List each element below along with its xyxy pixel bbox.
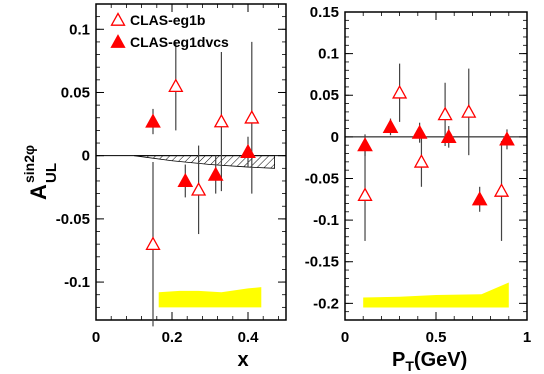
- filled-triangle-point: [207, 166, 224, 181]
- y-tick-label: -0.1: [64, 274, 90, 291]
- y-tick-label: 0: [331, 129, 339, 146]
- open-triangle-point: [213, 113, 230, 128]
- y-tick-label: -0.05: [305, 170, 339, 187]
- legend-label: CLAS-eg1b: [130, 12, 205, 28]
- x-axis-title-sub: T: [405, 358, 414, 374]
- y-tick-label: -0.2: [313, 295, 339, 312]
- open-triangle-point: [413, 153, 430, 168]
- filled-triangle-point: [357, 137, 373, 152]
- x-axis-title-unit: (GeV): [414, 349, 467, 371]
- left-plot-frame: [95, 3, 287, 321]
- y-tick-label: -0.15: [305, 254, 339, 271]
- right-panel: 0 0.5 1 -0.2 -0.15 -0.1 -0.05 0 0.05 0.1 0.15 PT(G…: [305, 4, 531, 374]
- y-tick-label: 0.15: [310, 4, 339, 21]
- filled-triangle-point: [411, 124, 428, 139]
- x-tick-label: 0: [92, 329, 100, 346]
- y-tick-label: 0.1: [69, 21, 90, 38]
- x-tick-label: 0.4: [238, 329, 260, 346]
- filled-triangle-point: [440, 128, 457, 143]
- y-axis-title-sub: UL: [43, 163, 60, 183]
- open-triangle-point: [145, 236, 161, 251]
- open-triangle-point: [493, 183, 510, 197]
- legend-open-triangle: [110, 12, 126, 26]
- filled-triangle-point: [382, 118, 399, 133]
- left-axis-labels: x AUL sin2φ: [21, 145, 249, 371]
- x-tick-label: 0.5: [426, 329, 447, 346]
- open-triangle-point: [190, 181, 207, 196]
- y-tick-label: 0: [82, 148, 90, 165]
- open-triangle-point: [391, 84, 408, 99]
- filled-triangle-point: [177, 172, 194, 188]
- x-tick-label: 1: [523, 329, 531, 346]
- x-axis-title: x: [237, 349, 248, 371]
- y-tick-label: 0.05: [310, 87, 339, 104]
- y-axis-title-main: A: [26, 184, 51, 200]
- x-tick-label: 0.2: [162, 329, 183, 346]
- open-triangle-point: [357, 187, 373, 201]
- open-triangle-point: [437, 106, 453, 121]
- filled-triangle-point: [471, 191, 488, 206]
- y-tick-label: 0.1: [318, 46, 339, 63]
- right-axis-ticks: 0 0.5 1 -0.2 -0.15 -0.1 -0.05 0 0.05 0.1 0.15: [305, 4, 531, 346]
- left-axis-ticks: 0 0.2 0.4 -0.1 -0.05 0 0.05 0.1: [56, 3, 286, 346]
- right-axis-labels: PT(GeV): [392, 349, 467, 374]
- x-axis-title: PT(GeV): [392, 349, 467, 374]
- right-data-points: [357, 63, 515, 241]
- open-triangle-point: [244, 109, 260, 124]
- open-triangle-point: [168, 78, 184, 93]
- left-bands: [133, 155, 276, 308]
- y-tick-label: -0.05: [56, 211, 90, 228]
- filled-triangle-point: [499, 131, 515, 146]
- left-data-points: [145, 41, 260, 327]
- y-axis-title-sup: sin2φ: [21, 145, 37, 183]
- y-tick-label: -0.1: [313, 212, 339, 229]
- legend-label: CLAS-eg1dvcs: [130, 34, 229, 50]
- open-triangle-point: [461, 104, 477, 118]
- x-tick-label: 0: [341, 329, 349, 346]
- x-axis-title-main: P: [392, 349, 405, 371]
- legend-filled-triangle: [110, 34, 126, 48]
- y-tick-label: 0.05: [61, 84, 90, 101]
- filled-triangle-point: [145, 113, 161, 128]
- legend: CLAS-eg1b CLAS-eg1dvcs: [110, 12, 229, 50]
- systematic-band: [363, 282, 509, 308]
- right-bands: [363, 282, 509, 308]
- y-axis-title: AUL sin2φ: [21, 145, 60, 200]
- filled-triangle-point: [240, 143, 256, 158]
- systematic-band: [158, 287, 262, 308]
- right-plot-frame: [344, 11, 528, 321]
